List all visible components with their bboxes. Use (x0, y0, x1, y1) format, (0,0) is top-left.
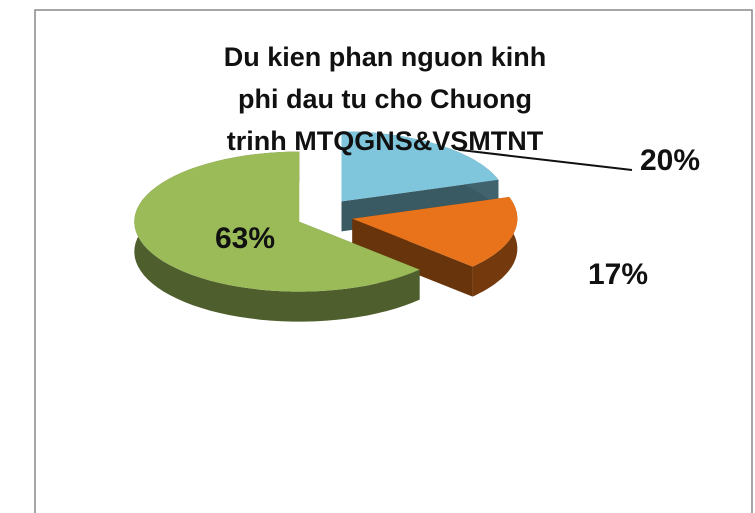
slice-side (134, 151, 420, 322)
pie-slice (352, 197, 518, 297)
data-label: 17% (588, 258, 648, 291)
data-label: 20% (640, 144, 700, 177)
slice-face (352, 218, 473, 297)
slice-side (472, 197, 518, 297)
slice-top (352, 197, 518, 267)
slice-top (341, 131, 499, 202)
data-label: 63% (215, 222, 275, 255)
slice-top (134, 151, 420, 292)
pie-slice (134, 151, 420, 322)
chart-frame (34, 9, 753, 513)
chart-title: Du kien phan nguon kinh phi dau tu cho C… (223, 42, 547, 156)
leader-line (458, 148, 633, 171)
